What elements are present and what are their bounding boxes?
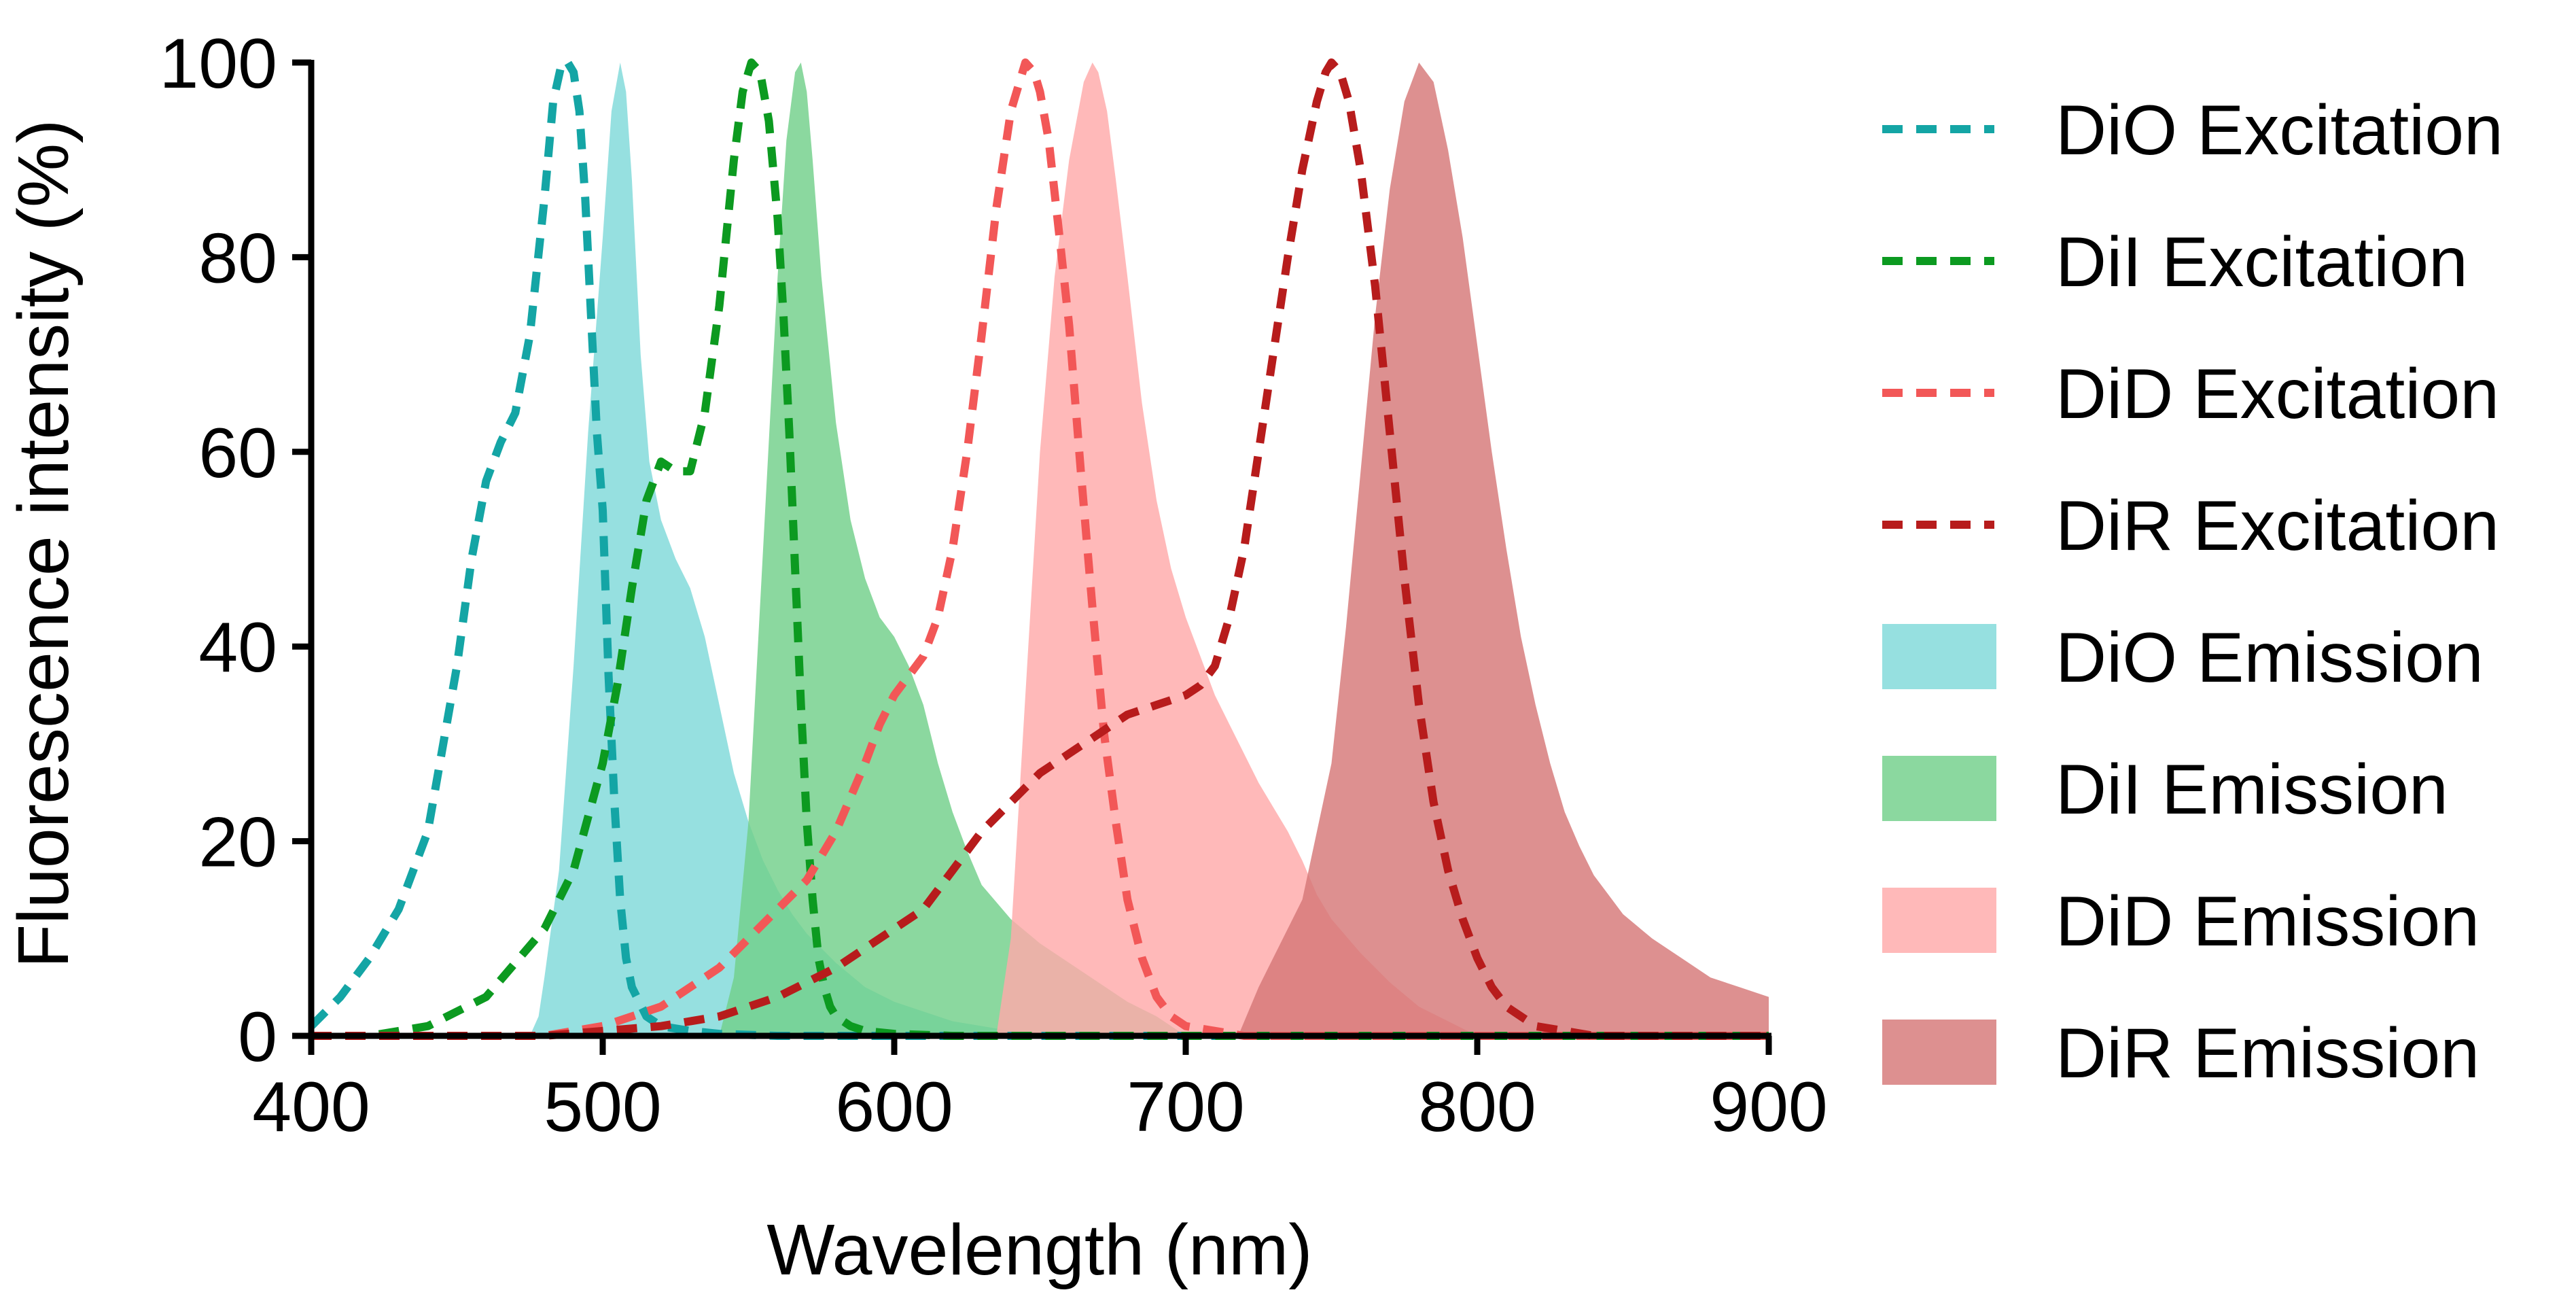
legend-item-did-excitation: DiD Excitation (1882, 355, 2499, 434)
legend-label: DiD Excitation (2055, 355, 2499, 434)
x-tick-label: 900 (1710, 1068, 1828, 1147)
legend-item-dii-excitation: DiI Excitation (1882, 223, 2468, 302)
legend-label: DiI Excitation (2055, 223, 2468, 302)
legend-label: DiR Emission (2055, 1014, 2480, 1093)
legend-item-dio-excitation: DiO Excitation (1882, 91, 2503, 170)
plot-area (308, 58, 1769, 1040)
legend-item-dii-emission: DiI Emission (1882, 750, 2448, 829)
y-tick-label: 100 (159, 24, 277, 103)
legend: DiO Excitation DiI Excitation DiD Excitati… (1882, 91, 2503, 1093)
legend-swatch-did-emission (1882, 888, 1996, 953)
axes: 400 500 600 700 800 900 0 20 40 60 80 100 (159, 24, 1827, 1147)
dir-excitation-line (311, 58, 1769, 1040)
legend-label: DiO Emission (2055, 619, 2484, 697)
x-tick-label: 800 (1418, 1068, 1536, 1147)
dir-emission-area (1238, 63, 1769, 1036)
legend-label: DiD Emission (2055, 882, 2480, 961)
dio-emission-area (529, 63, 1040, 1036)
x-tick-label: 400 (252, 1068, 370, 1147)
y-axis-title: Fluorescence intensity (%) (3, 120, 84, 969)
dii-emission-area (719, 63, 1186, 1036)
did-excitation-line (311, 58, 1769, 1040)
legend-label: DiI Emission (2055, 750, 2448, 829)
legend-swatch-dio-emission (1882, 624, 1996, 689)
y-tick-label: 20 (198, 803, 277, 882)
dio-excitation-line (308, 58, 1769, 1040)
legend-item-dir-emission: DiR Emission (1882, 1014, 2480, 1093)
y-tick-label: 40 (198, 608, 277, 687)
y-tick-label: 80 (198, 219, 277, 298)
legend-label: DiO Excitation (2055, 91, 2503, 170)
legend-label: DiR Excitation (2055, 487, 2499, 566)
legend-swatch-dir-emission (1882, 1020, 1996, 1085)
x-axis-title: Wavelength (nm) (766, 1210, 1312, 1290)
x-tick-label: 600 (835, 1068, 953, 1147)
y-tick-label: 60 (198, 414, 277, 493)
x-tick-label: 700 (1127, 1068, 1245, 1147)
legend-swatch-dii-emission (1882, 756, 1996, 821)
legend-item-dir-excitation: DiR Excitation (1882, 487, 2499, 566)
x-tick-label: 500 (544, 1068, 662, 1147)
legend-item-dio-emission: DiO Emission (1882, 619, 2484, 697)
dii-excitation-line (311, 58, 1769, 1040)
legend-item-did-emission: DiD Emission (1882, 882, 2480, 961)
did-emission-area (996, 63, 1477, 1036)
y-tick-label: 0 (238, 998, 277, 1077)
